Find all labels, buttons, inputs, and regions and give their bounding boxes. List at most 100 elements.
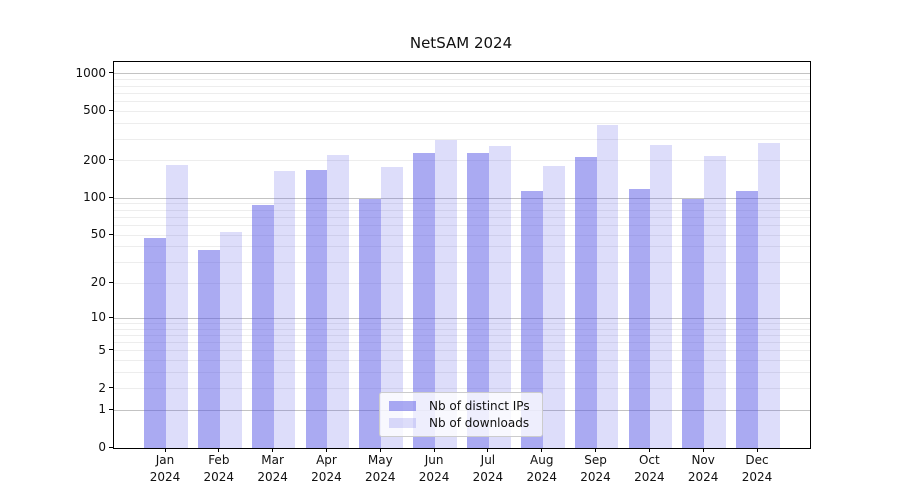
bar-downloads-sep-2024 bbox=[596, 125, 619, 448]
y-axis-tick-label: 20 bbox=[90, 275, 106, 290]
bar-distinct_ips-may-2024 bbox=[359, 199, 382, 448]
x-axis-tick-mark bbox=[272, 448, 274, 452]
y-axis-tick-mark bbox=[109, 159, 113, 161]
x-axis-tick-mark bbox=[648, 448, 650, 452]
bar-distinct_ips-jan-2024 bbox=[144, 238, 166, 448]
gridline-minor bbox=[114, 101, 810, 103]
legend-item-distinct-ips: Nb of distinct IPs bbox=[389, 398, 533, 414]
y-axis-tick-label: 5 bbox=[98, 342, 106, 357]
gridline-minor bbox=[114, 234, 810, 236]
bar-distinct_ips-apr-2024 bbox=[305, 169, 328, 448]
y-axis-tick-label: 0 bbox=[98, 440, 106, 454]
gridline-minor bbox=[114, 246, 810, 248]
y-axis-tick-label: 1 bbox=[98, 402, 106, 417]
gridline-minor bbox=[114, 282, 810, 284]
x-axis-tick-mark bbox=[595, 448, 597, 452]
x-axis-tick-mark bbox=[702, 448, 704, 452]
bar-downloads-dec-2024 bbox=[758, 143, 780, 448]
gridline-minor bbox=[114, 122, 810, 124]
gridline-minor bbox=[114, 209, 810, 211]
gridline-minor bbox=[114, 261, 810, 263]
y-axis-tick-mark bbox=[109, 72, 113, 74]
y-axis-tick-mark bbox=[109, 281, 113, 283]
bar-downloads-apr-2024 bbox=[327, 155, 350, 448]
bar-distinct_ips-aug-2024 bbox=[520, 190, 543, 448]
x-axis-tick-mark bbox=[541, 448, 543, 452]
x-axis-tick-mark bbox=[487, 448, 489, 452]
gridline-minor bbox=[114, 110, 810, 112]
bar-downloads-jul-2024 bbox=[488, 146, 511, 448]
bar-downloads-nov-2024 bbox=[704, 156, 726, 448]
gridline-minor bbox=[114, 328, 810, 330]
bar-distinct_ips-oct-2024 bbox=[628, 189, 651, 448]
gridline-major bbox=[114, 317, 810, 319]
bar-distinct_ips-sep-2024 bbox=[574, 157, 597, 448]
gridline-minor bbox=[114, 79, 810, 81]
gridline-minor bbox=[114, 350, 810, 352]
bar-distinct_ips-mar-2024 bbox=[251, 205, 274, 448]
bar-distinct_ips-jun-2024 bbox=[413, 153, 436, 448]
legend-swatch-distinct-ips bbox=[389, 401, 416, 411]
gridline-minor bbox=[114, 92, 810, 94]
x-axis-tick-mark bbox=[756, 448, 758, 452]
y-axis-tick-label: 1000 bbox=[75, 65, 106, 80]
x-axis-tick-label: May 2024 bbox=[364, 453, 396, 484]
gridline-major bbox=[114, 73, 810, 75]
bar-distinct_ips-nov-2024 bbox=[682, 199, 705, 448]
gridline-minor bbox=[114, 216, 810, 218]
x-axis-tick-label: Sep 2024 bbox=[580, 453, 611, 484]
y-axis-tick-label: 50 bbox=[90, 227, 106, 242]
gridline-minor bbox=[114, 334, 810, 336]
bar-downloads-aug-2024 bbox=[542, 166, 565, 448]
bar-downloads-may-2024 bbox=[381, 167, 404, 448]
legend-item-downloads: Nb of downloads bbox=[389, 415, 533, 431]
x-axis-tick-mark bbox=[218, 448, 220, 452]
y-axis-tick-mark bbox=[109, 408, 113, 410]
y-axis-tick-mark bbox=[109, 446, 113, 448]
gridline-minor bbox=[114, 360, 810, 362]
gridline-major bbox=[114, 197, 810, 199]
x-axis-tick-label: Apr 2024 bbox=[311, 453, 342, 484]
y-axis-tick-mark bbox=[109, 196, 113, 198]
y-axis-tick-mark bbox=[109, 233, 113, 235]
x-axis-tick-label: Nov 2024 bbox=[687, 453, 719, 484]
x-axis-tick-mark bbox=[164, 448, 166, 452]
gridline-minor bbox=[114, 372, 810, 374]
x-axis-tick-label: Aug 2024 bbox=[526, 453, 557, 484]
y-axis-tick-mark bbox=[109, 349, 113, 351]
gridline-minor bbox=[114, 85, 810, 87]
x-axis-tick-label: Oct 2024 bbox=[634, 453, 665, 484]
legend: Nb of distinct IPs Nb of downloads bbox=[379, 392, 543, 437]
bar-distinct_ips-dec-2024 bbox=[736, 190, 758, 448]
gridline-minor bbox=[114, 160, 810, 162]
legend-label-distinct-ips: Nb of distinct IPs bbox=[429, 399, 530, 413]
y-axis-tick-mark bbox=[109, 387, 113, 389]
x-axis-tick-mark bbox=[379, 448, 381, 452]
y-axis-tick-label: 10 bbox=[90, 310, 106, 325]
x-axis-tick-label: Dec 2024 bbox=[741, 453, 773, 484]
x-axis-tick-mark bbox=[325, 448, 327, 452]
y-axis-tick-mark bbox=[109, 109, 113, 111]
legend-swatch-downloads bbox=[389, 418, 416, 428]
bar-downloads-jan-2024 bbox=[166, 165, 188, 448]
y-axis-tick-mark bbox=[109, 316, 113, 318]
gridline-minor bbox=[114, 322, 810, 324]
chart-title: NetSAM 2024 bbox=[409, 34, 513, 52]
x-axis-tick-label: Jun 2024 bbox=[418, 453, 450, 484]
y-axis-tick-label: 100 bbox=[83, 190, 106, 205]
x-axis-tick-label: Jan 2024 bbox=[149, 453, 181, 484]
legend-label-downloads: Nb of downloads bbox=[429, 416, 530, 430]
x-axis-tick-label: Mar 2024 bbox=[257, 453, 288, 484]
x-axis-tick-label: Feb 2024 bbox=[203, 453, 235, 484]
gridline-minor bbox=[114, 388, 810, 390]
bar-downloads-feb-2024 bbox=[219, 232, 242, 448]
gridline-minor bbox=[114, 203, 810, 205]
bar-downloads-jun-2024 bbox=[435, 140, 457, 448]
y-axis-tick-label: 500 bbox=[83, 103, 106, 118]
bar-downloads-mar-2024 bbox=[273, 170, 296, 448]
y-axis-tick-label: 2 bbox=[98, 380, 106, 395]
gridline-minor bbox=[114, 224, 810, 226]
bar-downloads-oct-2024 bbox=[650, 145, 673, 448]
x-axis-tick-mark bbox=[433, 448, 435, 452]
